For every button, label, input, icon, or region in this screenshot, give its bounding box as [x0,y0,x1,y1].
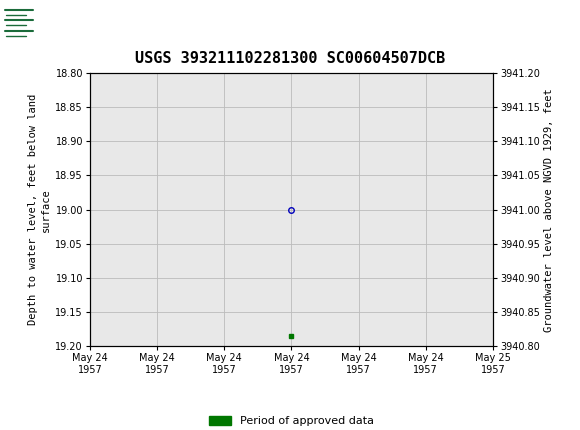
Y-axis label: Depth to water level, feet below land
surface: Depth to water level, feet below land su… [28,94,51,325]
Text: USGS: USGS [39,12,95,29]
Bar [3,3,35,37]
Legend: Period of approved data: Period of approved data [205,412,379,430]
Y-axis label: Groundwater level above NGVD 1929, feet: Groundwater level above NGVD 1929, feet [544,88,554,332]
Text: USGS 393211102281300 SC00604507DCB: USGS 393211102281300 SC00604507DCB [135,51,445,65]
